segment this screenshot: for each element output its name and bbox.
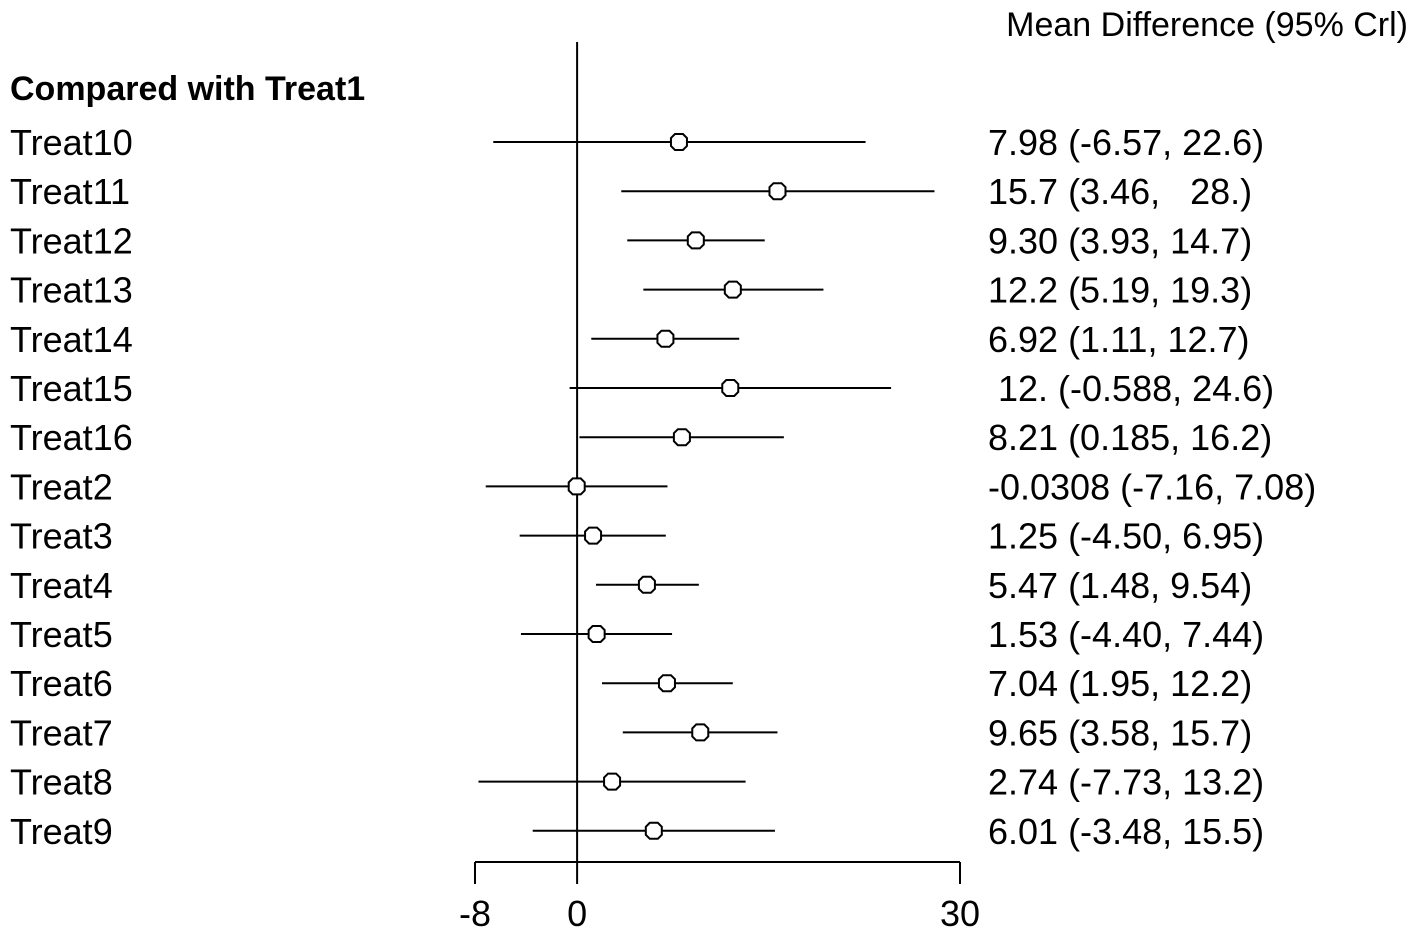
point-estimate-marker <box>644 821 663 840</box>
forest-row: Treat7 9.65 (3.58, 15.7) <box>10 712 1252 753</box>
x-tick-label: 30 <box>940 893 980 934</box>
estimate-column-header: Mean Difference (95% Crl) <box>1006 6 1408 44</box>
point-estimate-marker <box>587 625 606 643</box>
forest-row: Treat16 8.21 (0.185, 16.2) <box>10 417 1272 458</box>
forest-row: Treat13 12.2 (5.19, 19.3) <box>10 270 1252 311</box>
estimate-text: -0.0308 (-7.16, 7.08) <box>988 466 1316 507</box>
point-estimate-marker <box>656 329 675 348</box>
forest-row: Treat3 1.25 (-4.50, 6.95) <box>10 516 1264 557</box>
row-label: Treat4 <box>10 565 113 606</box>
forest-rows: Treat10 7.98 (-6.57, 22.6) Treat11 15.7 (3.… <box>10 122 1316 852</box>
point-estimate-marker <box>657 674 676 693</box>
point-estimate-marker <box>672 428 691 447</box>
estimate-text: 9.65 (3.58, 15.7) <box>988 712 1252 753</box>
point-estimate-marker <box>768 182 787 201</box>
estimate-text: 5.47 (1.48, 9.54) <box>988 565 1252 606</box>
estimate-text: 1.25 (-4.50, 6.95) <box>988 516 1264 557</box>
forest-row: Treat8 2.74 (-7.73, 13.2) <box>10 762 1264 803</box>
estimate-text: 9.30 (3.93, 14.7) <box>988 220 1252 261</box>
forest-row: Treat6 7.04 (1.95, 12.2) <box>10 663 1252 704</box>
point-estimate-marker <box>603 772 622 791</box>
row-label: Treat13 <box>10 270 133 311</box>
estimate-text: 2.74 (-7.73, 13.2) <box>988 762 1264 803</box>
estimate-text: 1.53 (-4.40, 7.44) <box>988 614 1264 655</box>
row-label: Treat2 <box>10 466 113 507</box>
point-estimate-marker <box>723 280 742 299</box>
point-estimate-marker <box>721 379 740 397</box>
forest-row: Treat11 15.7 (3.46, 28.) <box>10 171 1252 212</box>
row-label: Treat9 <box>10 811 113 852</box>
row-label: Treat15 <box>10 368 133 409</box>
x-axis: -8 0 30 <box>459 861 980 934</box>
row-label: Treat16 <box>10 417 133 458</box>
point-estimate-marker <box>567 477 586 496</box>
point-estimate-marker <box>584 526 603 545</box>
forest-row: Treat14 6.92 (1.11, 12.7) <box>10 319 1250 360</box>
row-label: Treat7 <box>10 712 113 753</box>
comparison-group-label: Compared with Treat1 <box>10 70 365 108</box>
estimate-text: 12. (-0.588, 24.6) <box>988 368 1274 409</box>
forest-row: Treat5 1.53 (-4.40, 7.44) <box>10 614 1264 655</box>
estimate-text: 7.98 (-6.57, 22.6) <box>988 122 1264 163</box>
forest-row: Treat15 12. (-0.588, 24.6) <box>10 368 1274 409</box>
x-tick-label: 0 <box>567 893 587 934</box>
point-estimate-marker <box>691 723 710 742</box>
point-estimate-marker <box>637 575 656 594</box>
estimate-text: 12.2 (5.19, 19.3) <box>988 270 1252 311</box>
forest-row: Treat10 7.98 (-6.57, 22.6) <box>10 122 1264 163</box>
row-label: Treat14 <box>10 319 133 360</box>
x-tick-label: -8 <box>459 893 491 934</box>
forest-row: Treat12 9.30 (3.93, 14.7) <box>10 220 1252 261</box>
forest-row: Treat9 6.01 (-3.48, 15.5) <box>10 811 1264 852</box>
row-label: Treat3 <box>10 516 113 557</box>
point-estimate-marker <box>686 231 705 250</box>
point-estimate-marker <box>669 133 688 151</box>
row-label: Treat12 <box>10 220 133 261</box>
estimate-text: 6.92 (1.11, 12.7) <box>988 319 1250 360</box>
row-label: Treat11 <box>10 171 130 212</box>
estimate-text: 15.7 (3.46, 28.) <box>988 171 1252 212</box>
row-label: Treat6 <box>10 663 113 704</box>
forest-row: Treat4 5.47 (1.48, 9.54) <box>10 565 1252 606</box>
row-label: Treat8 <box>10 762 113 803</box>
forest-row: Treat2 -0.0308 (-7.16, 7.08) <box>10 466 1316 507</box>
row-label: Treat5 <box>10 614 113 655</box>
row-label: Treat10 <box>10 122 133 163</box>
estimate-text: 6.01 (-3.48, 15.5) <box>988 811 1264 852</box>
estimate-text: 8.21 (0.185, 16.2) <box>988 417 1272 458</box>
estimate-text: 7.04 (1.95, 12.2) <box>988 663 1252 704</box>
